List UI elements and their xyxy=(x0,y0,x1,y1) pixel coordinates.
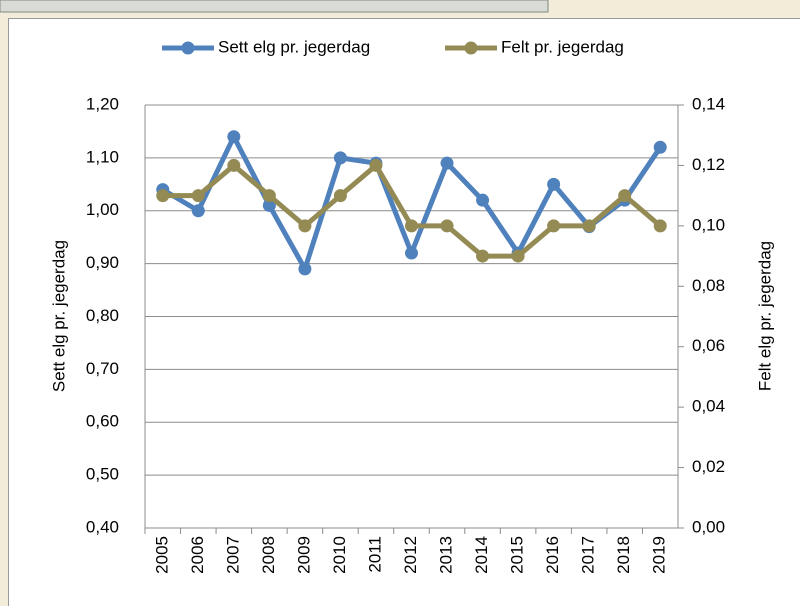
chart-panel xyxy=(8,18,800,606)
y2-tick-label: 0,04 xyxy=(692,397,725,416)
x-tick-label: 2017 xyxy=(579,536,598,574)
point xyxy=(547,219,561,233)
y2-tick-label: 0,10 xyxy=(692,215,725,234)
point xyxy=(653,140,667,154)
y-tick-label: 0,50 xyxy=(86,465,119,484)
point xyxy=(227,130,241,144)
point xyxy=(440,219,454,233)
point xyxy=(191,189,205,203)
toolbar-strip xyxy=(0,0,549,13)
x-tick-label: 2009 xyxy=(294,536,313,574)
y2-tick-label: 0,14 xyxy=(692,94,725,113)
point xyxy=(156,189,170,203)
y-tick-label: 1,10 xyxy=(86,147,119,166)
point xyxy=(476,193,490,207)
y-tick-label: 0,60 xyxy=(86,412,119,431)
x-tick-label: 2010 xyxy=(330,536,349,574)
y-tick-label: 0,70 xyxy=(86,359,119,378)
x-tick-label: 2014 xyxy=(472,536,491,574)
x-tick-label: 2019 xyxy=(650,536,669,574)
legend-label: Sett elg pr. jegerdag xyxy=(218,37,370,56)
x-tick-label: 2015 xyxy=(508,536,527,574)
x-tick-label: 2016 xyxy=(543,536,562,574)
point xyxy=(298,219,312,233)
point xyxy=(191,204,205,218)
y-axis-title: Sett elg pr. jegerdag xyxy=(49,240,68,392)
y-tick-label: 0,90 xyxy=(86,253,119,272)
legend-label: Felt pr. jegerdag xyxy=(501,37,624,56)
y-tick-label: 0,80 xyxy=(86,306,119,325)
x-tick-label: 2012 xyxy=(401,536,420,574)
point xyxy=(547,177,561,191)
point xyxy=(653,219,667,233)
point xyxy=(511,249,525,263)
x-tick-label: 2018 xyxy=(614,536,633,574)
point xyxy=(262,189,276,203)
point xyxy=(369,158,383,172)
point xyxy=(262,198,276,212)
point xyxy=(582,219,596,233)
point xyxy=(440,156,454,170)
x-tick-label: 2005 xyxy=(152,536,171,574)
y-tick-label: 0,40 xyxy=(86,517,119,536)
y-tick-label: 1,00 xyxy=(86,200,119,219)
x-tick-label: 2013 xyxy=(437,536,456,574)
point xyxy=(298,262,312,276)
y2-tick-label: 0,08 xyxy=(692,276,725,295)
y2-tick-label: 0,00 xyxy=(692,517,725,536)
point xyxy=(405,219,418,233)
x-tick-label: 2007 xyxy=(223,536,242,574)
x-tick-label: 2008 xyxy=(259,536,278,574)
point xyxy=(405,246,418,260)
x-tick-label: 2011 xyxy=(365,536,384,573)
point xyxy=(333,189,347,203)
point xyxy=(618,189,632,203)
y2-tick-label: 0,02 xyxy=(692,457,725,476)
legend-marker xyxy=(181,41,195,55)
y-tick-label: 1,20 xyxy=(86,94,119,113)
point xyxy=(476,249,490,263)
y2-axis-title: Felt elg pr. jegerdag xyxy=(755,241,774,391)
point xyxy=(333,151,347,165)
y2-tick-label: 0,06 xyxy=(692,336,725,355)
legend-marker xyxy=(464,41,478,55)
y2-tick-label: 0,12 xyxy=(692,155,725,174)
x-tick-label: 2006 xyxy=(188,536,207,574)
point xyxy=(227,158,241,172)
